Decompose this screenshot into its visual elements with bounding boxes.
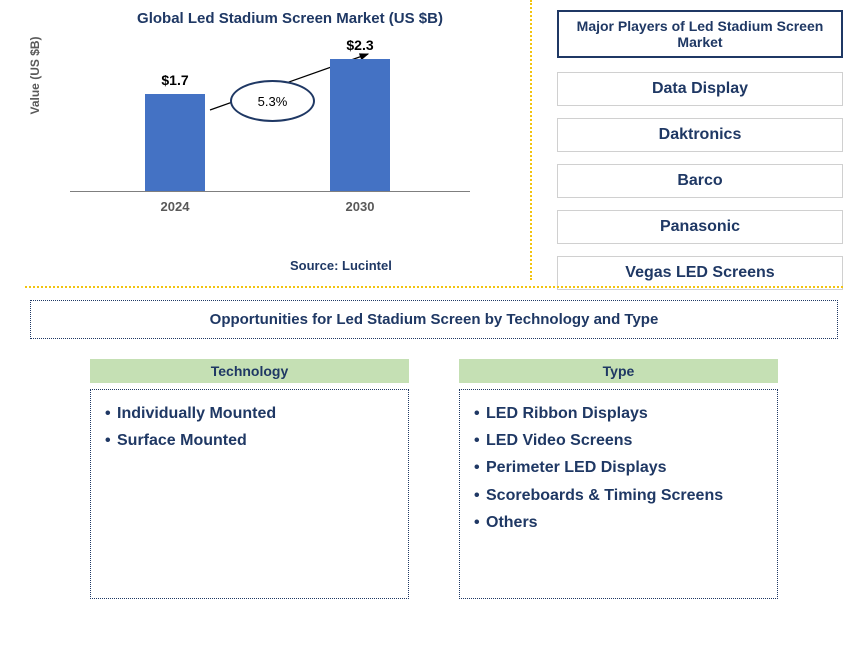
players-panel: Major Players of Led Stadium Screen Mark… [532, 0, 868, 280]
source-text: Source: Lucintel [290, 258, 392, 273]
players-title: Major Players of Led Stadium Screen Mark… [557, 10, 843, 58]
chart-panel: Global Led Stadium Screen Market (US $B)… [0, 0, 530, 280]
list-item: LED Ribbon Displays [474, 400, 763, 427]
opportunity-column: Technology Individually MountedSurface Mo… [90, 359, 409, 599]
top-section: Global Led Stadium Screen Market (US $B)… [0, 0, 868, 280]
list-item: Surface Mounted [105, 427, 394, 454]
chart-bar-2030: $2.3 [330, 59, 390, 192]
column-header: Type [459, 359, 778, 383]
x-axis-line [70, 191, 470, 192]
y-axis-label: Value (US $B) [28, 36, 42, 114]
chart-bar-2024: $1.7 [145, 94, 205, 192]
list-item: Perimeter LED Displays [474, 454, 763, 481]
growth-rate-ellipse: 5.3% [230, 80, 315, 122]
column-body: Individually MountedSurface Mounted [90, 389, 409, 599]
chart-area: Value (US $B) $1.7 $2.3 5.3% 2024 2030 [70, 42, 470, 212]
column-body: LED Ribbon DisplaysLED Video ScreensPeri… [459, 389, 778, 599]
chart-title: Global Led Stadium Screen Market (US $B) [70, 10, 510, 27]
horizontal-divider [25, 286, 843, 288]
list-item: Scoreboards & Timing Screens [474, 482, 763, 509]
opportunity-column: Type LED Ribbon DisplaysLED Video Screens… [459, 359, 778, 599]
bar-label-2024: $1.7 [145, 72, 205, 88]
growth-arrow [70, 42, 470, 212]
players-list: Data Display Daktronics Barco Panasonic Vega… [557, 72, 843, 290]
list-item: Individually Mounted [105, 400, 394, 427]
column-header: Technology [90, 359, 409, 383]
bar-label-2030: $2.3 [330, 37, 390, 53]
player-item: Barco [557, 164, 843, 198]
list-item: LED Video Screens [474, 427, 763, 454]
x-tick-2024: 2024 [145, 199, 205, 214]
x-tick-2030: 2030 [330, 199, 390, 214]
player-item: Vegas LED Screens [557, 256, 843, 290]
opportunities-title: Opportunities for Led Stadium Screen by … [30, 300, 838, 339]
player-item: Panasonic [557, 210, 843, 244]
list-item: Others [474, 509, 763, 536]
opportunities-columns: Technology Individually MountedSurface Mo… [30, 359, 838, 599]
player-item: Daktronics [557, 118, 843, 152]
growth-rate-label: 5.3% [258, 94, 288, 109]
player-item: Data Display [557, 72, 843, 106]
opportunities-section: Opportunities for Led Stadium Screen by … [30, 300, 838, 599]
